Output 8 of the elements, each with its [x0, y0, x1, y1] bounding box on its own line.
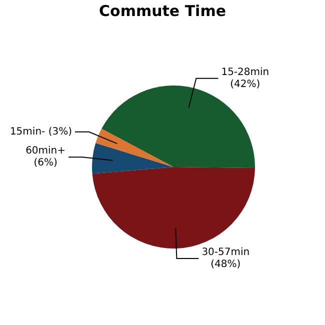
slice-label: 15-28min — [221, 66, 270, 78]
data-label: (48%) — [210, 259, 241, 270]
slice-label: 30-57min — [202, 247, 250, 258]
data-label: (42%) — [230, 78, 260, 90]
slice-label: 60min+ — [26, 146, 66, 157]
chart-title: Commute Time — [98, 2, 227, 22]
data-label: (6%) — [34, 158, 58, 169]
slice-label: 15min- (3%) — [10, 126, 72, 138]
